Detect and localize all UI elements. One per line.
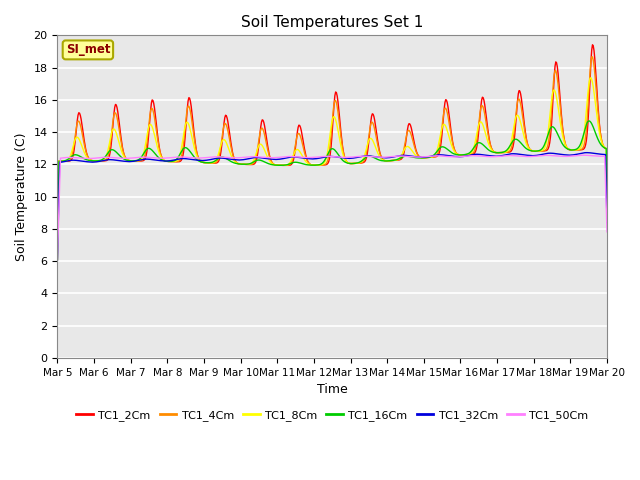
TC1_16Cm	[176, 152, 184, 157]
TC1_8Cm	[63, 157, 71, 163]
Line: TC1_8Cm: TC1_8Cm	[58, 78, 607, 227]
Line: TC1_32Cm: TC1_32Cm	[58, 153, 607, 260]
TC1_8Cm	[587, 75, 595, 81]
TC1_16Cm	[585, 118, 593, 124]
TC1_16Cm	[415, 155, 423, 161]
TC1_16Cm	[63, 157, 71, 163]
TC1_2Cm	[120, 151, 128, 157]
Y-axis label: Soil Temperature (C): Soil Temperature (C)	[15, 132, 28, 261]
X-axis label: Time: Time	[317, 383, 348, 396]
TC1_8Cm	[54, 224, 61, 230]
TC1_50Cm	[415, 154, 423, 160]
TC1_2Cm	[589, 42, 596, 48]
TC1_8Cm	[205, 160, 212, 166]
TC1_50Cm	[579, 152, 587, 158]
TC1_32Cm	[582, 150, 590, 156]
TC1_50Cm	[205, 155, 212, 160]
TC1_2Cm	[400, 151, 408, 157]
TC1_16Cm	[54, 257, 61, 263]
Line: TC1_16Cm: TC1_16Cm	[58, 121, 607, 260]
TC1_8Cm	[415, 155, 423, 160]
TC1_32Cm	[205, 157, 212, 163]
TC1_32Cm	[176, 156, 184, 162]
TC1_2Cm	[54, 158, 61, 164]
TC1_8Cm	[603, 216, 611, 221]
TC1_16Cm	[603, 198, 611, 204]
TC1_4Cm	[603, 146, 611, 152]
TC1_4Cm	[205, 160, 212, 166]
TC1_4Cm	[54, 257, 61, 263]
TC1_32Cm	[415, 154, 423, 160]
Line: TC1_2Cm: TC1_2Cm	[58, 45, 607, 166]
TC1_2Cm	[63, 158, 71, 164]
TC1_32Cm	[63, 158, 71, 164]
TC1_16Cm	[399, 154, 407, 160]
TC1_2Cm	[205, 160, 212, 166]
TC1_2Cm	[603, 146, 611, 152]
TC1_50Cm	[54, 255, 61, 261]
TC1_32Cm	[399, 153, 407, 158]
TC1_32Cm	[603, 219, 611, 225]
TC1_4Cm	[588, 54, 596, 60]
TC1_4Cm	[176, 157, 184, 163]
Legend: TC1_2Cm, TC1_4Cm, TC1_8Cm, TC1_16Cm, TC1_32Cm, TC1_50Cm: TC1_2Cm, TC1_4Cm, TC1_8Cm, TC1_16Cm, TC1…	[72, 406, 593, 425]
TC1_16Cm	[120, 156, 128, 162]
TC1_4Cm	[415, 154, 423, 159]
TC1_50Cm	[603, 229, 611, 235]
Line: TC1_4Cm: TC1_4Cm	[58, 57, 607, 260]
TC1_8Cm	[176, 153, 184, 158]
TC1_16Cm	[205, 160, 212, 166]
TC1_8Cm	[399, 150, 407, 156]
TC1_50Cm	[176, 154, 184, 160]
TC1_4Cm	[399, 150, 407, 156]
TC1_4Cm	[63, 158, 71, 164]
Title: Soil Temperatures Set 1: Soil Temperatures Set 1	[241, 15, 424, 30]
TC1_32Cm	[54, 257, 61, 263]
Line: TC1_50Cm: TC1_50Cm	[58, 155, 607, 258]
Text: SI_met: SI_met	[66, 43, 110, 57]
TC1_2Cm	[176, 158, 184, 164]
TC1_2Cm	[416, 154, 424, 160]
TC1_50Cm	[399, 153, 407, 159]
TC1_4Cm	[120, 151, 128, 157]
TC1_50Cm	[120, 156, 128, 161]
TC1_2Cm	[283, 163, 291, 168]
TC1_8Cm	[120, 154, 128, 159]
TC1_50Cm	[63, 155, 71, 160]
TC1_32Cm	[120, 158, 128, 164]
